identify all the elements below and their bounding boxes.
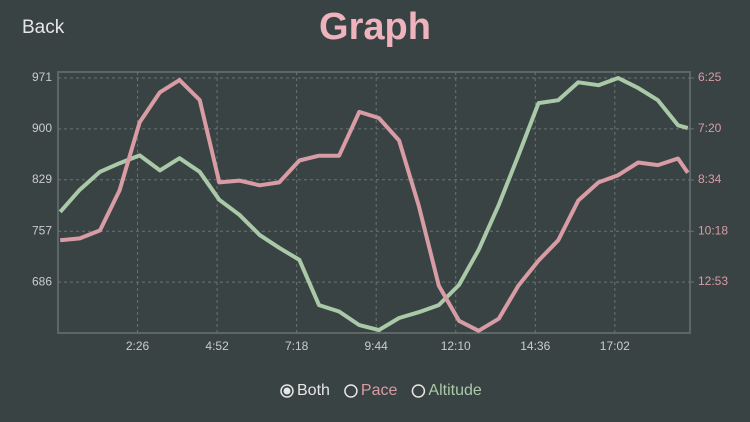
x-tick-label: 2:26 bbox=[126, 339, 150, 353]
radio-label[interactable]: Pace bbox=[361, 382, 398, 399]
radio-label[interactable]: Both bbox=[297, 382, 330, 399]
x-tick-label: 17:02 bbox=[600, 339, 630, 353]
radio-button[interactable] bbox=[280, 384, 294, 398]
radio-label[interactable]: Altitude bbox=[428, 382, 481, 399]
y2-tick-label: 8:34 bbox=[698, 172, 722, 186]
title: Graph bbox=[319, 6, 431, 48]
y-tick-label: 900 bbox=[32, 121, 52, 135]
radio-dot bbox=[283, 387, 291, 395]
radio-button[interactable] bbox=[411, 384, 426, 398]
y-tick-label: 757 bbox=[32, 223, 52, 237]
y2-tick-label: 6:25 bbox=[698, 70, 722, 84]
y2-tick-label: 10:18 bbox=[698, 223, 728, 237]
y-tick-label: 686 bbox=[32, 274, 52, 288]
y-tick-label: 829 bbox=[32, 172, 52, 186]
x-tick-label: 9:44 bbox=[364, 339, 388, 353]
series-line bbox=[60, 78, 690, 333]
back-button[interactable]: Back bbox=[22, 17, 65, 38]
plot-frame bbox=[57, 71, 691, 334]
x-tick-label: 12:10 bbox=[441, 339, 471, 353]
x-tick-label: 14:36 bbox=[520, 339, 550, 353]
x-tick-label: 4:52 bbox=[205, 339, 229, 353]
x-tick-label: 7:18 bbox=[285, 339, 309, 353]
series-line bbox=[58, 76, 689, 333]
y-tick-label: 971 bbox=[32, 70, 52, 84]
radio-button[interactable] bbox=[344, 384, 358, 398]
y2-tick-label: 7:20 bbox=[698, 121, 722, 135]
y2-tick-label: 12:53 bbox=[698, 274, 728, 288]
